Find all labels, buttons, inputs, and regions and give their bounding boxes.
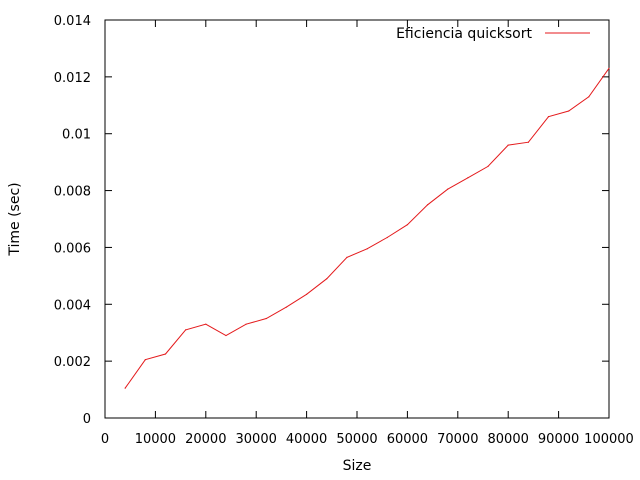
y-tick-label: 0.014 (54, 14, 91, 29)
data-point (447, 188, 449, 190)
data-point (568, 110, 570, 112)
data-point (205, 323, 207, 325)
data-point (507, 144, 509, 146)
data-point (285, 306, 288, 308)
y-tick-label: 0 (83, 412, 91, 427)
data-point (225, 334, 227, 337)
data-point (406, 224, 408, 226)
data-point (164, 353, 167, 355)
y-tick-label: 0.008 (54, 185, 91, 200)
x-tick-label: 0 (101, 432, 109, 447)
x-tick-label: 90000 (538, 432, 579, 447)
x-axis-title: Size (343, 458, 372, 474)
tick-marks (104, 19, 610, 419)
data-point (547, 116, 550, 118)
plot-area-frame (104, 19, 610, 419)
series-line (124, 68, 610, 389)
data-point (366, 248, 368, 250)
data-point (326, 278, 328, 280)
data-point (306, 293, 308, 295)
data-point (426, 204, 429, 206)
series-layer (124, 67, 610, 389)
y-tick-label: 0.006 (54, 241, 91, 256)
data-point (346, 256, 348, 258)
y-axis-title: Time (sec) (7, 182, 23, 256)
x-tick-label: 50000 (336, 432, 377, 447)
data-point (124, 387, 126, 389)
data-point (608, 67, 610, 69)
y-tick-label: 0.012 (54, 71, 91, 86)
y-tick-label: 0.01 (62, 128, 91, 143)
legend: Eficiencia quicksort (396, 26, 590, 42)
legend-label: Eficiencia quicksort (396, 26, 532, 42)
x-tick-label: 20000 (185, 432, 226, 447)
data-point (527, 141, 529, 143)
y-tick-label: 0.004 (54, 298, 91, 313)
data-point (386, 236, 388, 239)
data-point (265, 317, 267, 320)
x-tick-label: 10000 (135, 432, 176, 447)
data-point (588, 96, 590, 98)
data-point (467, 177, 469, 179)
x-tick-label: 70000 (437, 432, 478, 447)
data-point (144, 359, 146, 361)
data-point (245, 323, 247, 325)
data-point (487, 165, 489, 168)
x-tick-label: 100000 (584, 432, 634, 447)
x-tick-label: 30000 (236, 432, 277, 447)
data-point (185, 329, 187, 331)
x-tick-label: 80000 (488, 432, 529, 447)
y-tick-label: 0.002 (54, 355, 91, 370)
x-tick-label: 60000 (387, 432, 428, 447)
x-tick-label: 40000 (286, 432, 327, 447)
tick-labels: 0 10000 20000 30000 40000 50000 60000 70000 8000… (54, 14, 634, 447)
